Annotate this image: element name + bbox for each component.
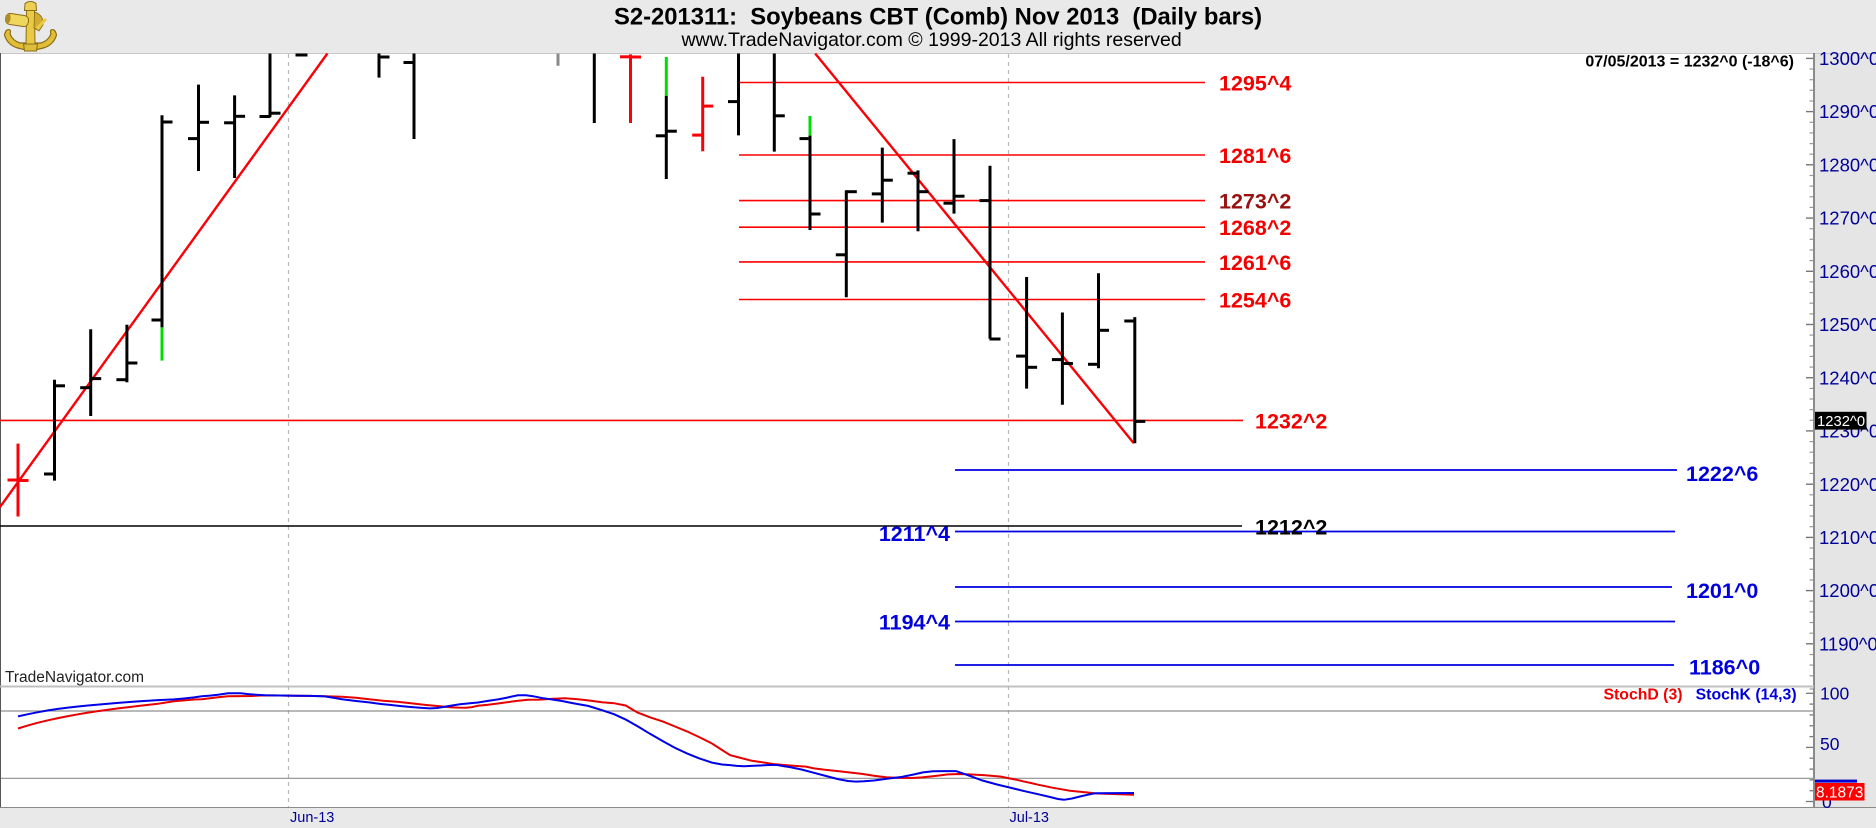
- svg-text:1273^2: 1273^2: [1219, 190, 1291, 214]
- svg-text:Jul-13: Jul-13: [1010, 810, 1050, 826]
- svg-text:1254^6: 1254^6: [1219, 289, 1291, 313]
- svg-text:1186^0: 1186^0: [1689, 656, 1760, 680]
- svg-text:1260^0: 1260^0: [1819, 261, 1876, 282]
- svg-text:1280^0: 1280^0: [1819, 154, 1876, 175]
- svg-text:StochD (3): StochD (3): [1604, 687, 1683, 704]
- svg-text:1295^4: 1295^4: [1219, 72, 1291, 96]
- svg-text:0: 0: [1822, 792, 1832, 812]
- svg-text:1232^0: 1232^0: [1817, 414, 1865, 430]
- svg-text:50: 50: [1820, 734, 1840, 754]
- svg-text:S2-201311: Soybeans CBT (Comb: S2-201311: Soybeans CBT (Comb) Nov 2013 …: [614, 4, 1262, 31]
- svg-text:1201^0: 1201^0: [1686, 579, 1758, 603]
- svg-text:1232^2: 1232^2: [1255, 409, 1327, 433]
- svg-text:1210^0: 1210^0: [1819, 527, 1876, 548]
- svg-text:1281^6: 1281^6: [1219, 144, 1291, 168]
- svg-text:07/05/2013 = 1232^0 (-18^6): 07/05/2013 = 1232^0 (-18^6): [1585, 54, 1794, 71]
- svg-text:1261^6: 1261^6: [1219, 251, 1291, 275]
- svg-text:8.1873: 8.1873: [1816, 785, 1863, 802]
- svg-text:1212^2: 1212^2: [1255, 516, 1327, 540]
- svg-text:www.TradeNavigator.com © 1999-: www.TradeNavigator.com © 1999-2013 All r…: [680, 29, 1181, 51]
- svg-text:StochK (14,3): StochK (14,3): [1696, 687, 1797, 704]
- svg-text:1300^0: 1300^0: [1819, 48, 1876, 69]
- svg-text:1270^0: 1270^0: [1819, 208, 1876, 229]
- svg-text:1220^0: 1220^0: [1819, 474, 1876, 495]
- svg-text:1200^0: 1200^0: [1819, 580, 1876, 601]
- svg-text:1268^2: 1268^2: [1219, 216, 1291, 240]
- svg-text:Jun-13: Jun-13: [290, 810, 334, 826]
- svg-text:1250^0: 1250^0: [1819, 314, 1876, 335]
- svg-text:1222^6: 1222^6: [1686, 462, 1758, 486]
- svg-text:TradeNavigator.com: TradeNavigator.com: [5, 669, 144, 686]
- svg-text:1190^0: 1190^0: [1819, 633, 1876, 654]
- svg-text:100: 100: [1820, 684, 1849, 704]
- svg-text:1211^4: 1211^4: [879, 522, 950, 546]
- svg-text:1240^0: 1240^0: [1819, 367, 1876, 388]
- svg-text:1194^4: 1194^4: [879, 611, 950, 635]
- svg-text:1290^0: 1290^0: [1819, 101, 1876, 122]
